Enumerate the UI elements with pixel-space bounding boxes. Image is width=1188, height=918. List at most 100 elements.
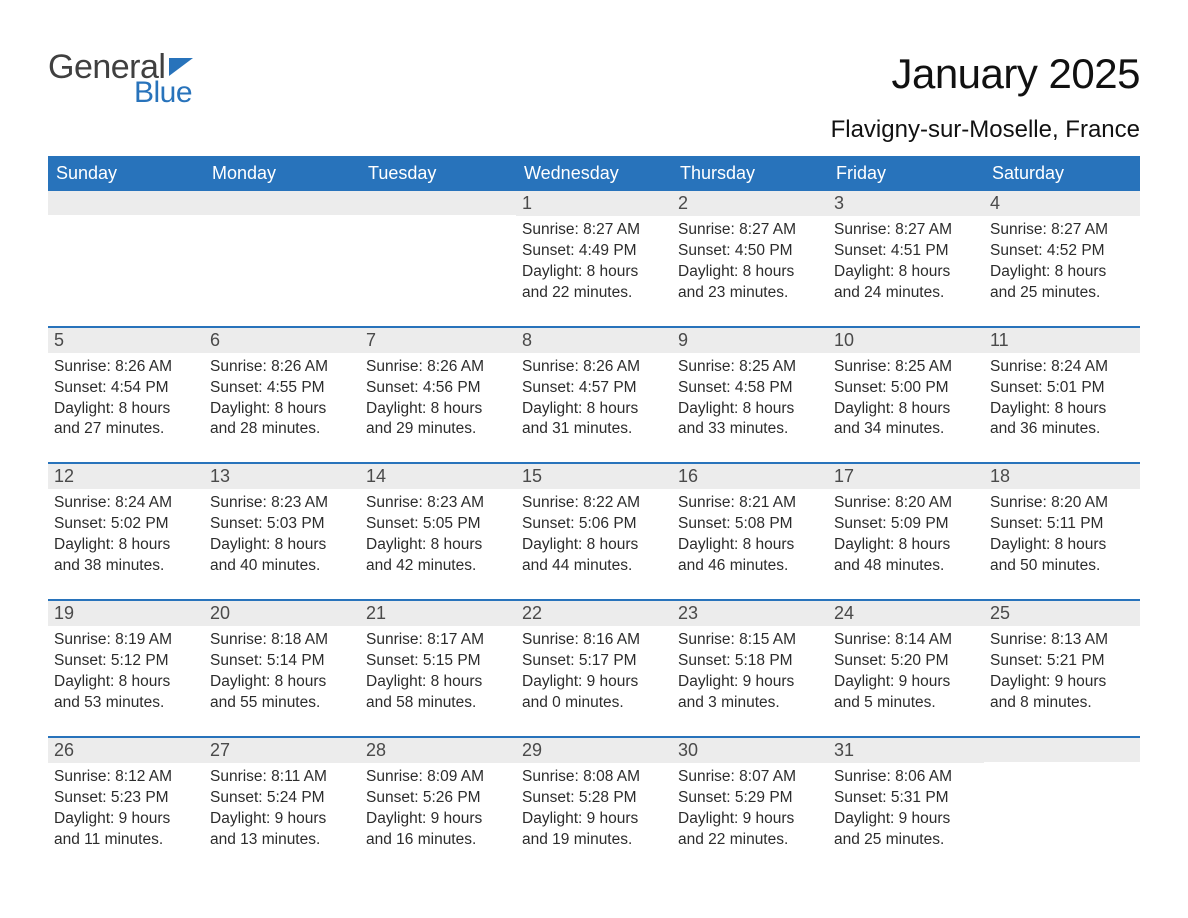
day-number: 17 <box>828 464 984 489</box>
sunset-line: Sunset: 5:03 PM <box>210 514 354 535</box>
daylight-line-1: Daylight: 8 hours <box>678 535 822 556</box>
daylight-line-1: Daylight: 8 hours <box>54 672 198 693</box>
sunset-line: Sunset: 5:20 PM <box>834 651 978 672</box>
sunset-line: Sunset: 5:28 PM <box>522 788 666 809</box>
day-number: 8 <box>516 328 672 353</box>
day-body: Sunrise: 8:22 AMSunset: 5:06 PMDaylight:… <box>516 489 672 599</box>
sunset-line: Sunset: 4:51 PM <box>834 241 978 262</box>
calendar-day-cell: 4Sunrise: 8:27 AMSunset: 4:52 PMDaylight… <box>984 191 1140 327</box>
sunrise-line: Sunrise: 8:27 AM <box>522 220 666 241</box>
day-body: Sunrise: 8:08 AMSunset: 5:28 PMDaylight:… <box>516 763 672 873</box>
daylight-line-1: Daylight: 9 hours <box>210 809 354 830</box>
daylight-line-1: Daylight: 9 hours <box>990 672 1134 693</box>
daylight-line-1: Daylight: 8 hours <box>990 399 1134 420</box>
sunset-line: Sunset: 5:11 PM <box>990 514 1134 535</box>
sunrise-line: Sunrise: 8:16 AM <box>522 630 666 651</box>
day-number: 6 <box>204 328 360 353</box>
calendar-day-cell: 25Sunrise: 8:13 AMSunset: 5:21 PMDayligh… <box>984 600 1140 737</box>
day-body: Sunrise: 8:17 AMSunset: 5:15 PMDaylight:… <box>360 626 516 736</box>
calendar-day-cell: 12Sunrise: 8:24 AMSunset: 5:02 PMDayligh… <box>48 463 204 600</box>
day-body: Sunrise: 8:19 AMSunset: 5:12 PMDaylight:… <box>48 626 204 736</box>
sunrise-line: Sunrise: 8:27 AM <box>834 220 978 241</box>
sunrise-line: Sunrise: 8:26 AM <box>522 357 666 378</box>
sunset-line: Sunset: 5:08 PM <box>678 514 822 535</box>
day-body: Sunrise: 8:14 AMSunset: 5:20 PMDaylight:… <box>828 626 984 736</box>
daylight-line-1: Daylight: 8 hours <box>366 535 510 556</box>
calendar-day-cell <box>204 191 360 327</box>
day-body: Sunrise: 8:23 AMSunset: 5:03 PMDaylight:… <box>204 489 360 599</box>
sunrise-line: Sunrise: 8:13 AM <box>990 630 1134 651</box>
sunset-line: Sunset: 5:15 PM <box>366 651 510 672</box>
calendar-day-cell <box>48 191 204 327</box>
daylight-line-1: Daylight: 8 hours <box>522 262 666 283</box>
day-number: 22 <box>516 601 672 626</box>
daylight-line-1: Daylight: 8 hours <box>54 535 198 556</box>
day-number: 5 <box>48 328 204 353</box>
day-number: 21 <box>360 601 516 626</box>
sunrise-line: Sunrise: 8:09 AM <box>366 767 510 788</box>
day-body: Sunrise: 8:06 AMSunset: 5:31 PMDaylight:… <box>828 763 984 873</box>
daylight-line-2: and 16 minutes. <box>366 830 510 851</box>
calendar-day-cell: 31Sunrise: 8:06 AMSunset: 5:31 PMDayligh… <box>828 737 984 873</box>
daylight-line-1: Daylight: 8 hours <box>522 399 666 420</box>
day-body: Sunrise: 8:26 AMSunset: 4:57 PMDaylight:… <box>516 353 672 463</box>
sunset-line: Sunset: 5:02 PM <box>54 514 198 535</box>
day-number: 11 <box>984 328 1140 353</box>
daylight-line-1: Daylight: 8 hours <box>522 535 666 556</box>
sunset-line: Sunset: 4:57 PM <box>522 378 666 399</box>
sunrise-line: Sunrise: 8:21 AM <box>678 493 822 514</box>
daylight-line-1: Daylight: 8 hours <box>990 535 1134 556</box>
calendar-day-cell: 17Sunrise: 8:20 AMSunset: 5:09 PMDayligh… <box>828 463 984 600</box>
daylight-line-2: and 25 minutes. <box>834 830 978 851</box>
daylight-line-2: and 42 minutes. <box>366 556 510 577</box>
daylight-line-2: and 28 minutes. <box>210 419 354 440</box>
calendar-week-row: 5Sunrise: 8:26 AMSunset: 4:54 PMDaylight… <box>48 327 1140 464</box>
day-body: Sunrise: 8:21 AMSunset: 5:08 PMDaylight:… <box>672 489 828 599</box>
daylight-line-1: Daylight: 8 hours <box>366 399 510 420</box>
daylight-line-2: and 8 minutes. <box>990 693 1134 714</box>
daylight-line-1: Daylight: 9 hours <box>54 809 198 830</box>
calendar-day-cell: 10Sunrise: 8:25 AMSunset: 5:00 PMDayligh… <box>828 327 984 464</box>
day-number: 24 <box>828 601 984 626</box>
sunrise-line: Sunrise: 8:07 AM <box>678 767 822 788</box>
sunset-line: Sunset: 5:31 PM <box>834 788 978 809</box>
day-number <box>984 738 1140 762</box>
day-number: 2 <box>672 191 828 216</box>
day-body: Sunrise: 8:27 AMSunset: 4:51 PMDaylight:… <box>828 216 984 326</box>
calendar-day-cell <box>984 737 1140 873</box>
day-body: Sunrise: 8:27 AMSunset: 4:49 PMDaylight:… <box>516 216 672 326</box>
day-body: Sunrise: 8:07 AMSunset: 5:29 PMDaylight:… <box>672 763 828 873</box>
day-body: Sunrise: 8:09 AMSunset: 5:26 PMDaylight:… <box>360 763 516 873</box>
calendar-day-cell: 5Sunrise: 8:26 AMSunset: 4:54 PMDaylight… <box>48 327 204 464</box>
sunrise-line: Sunrise: 8:26 AM <box>366 357 510 378</box>
daylight-line-2: and 11 minutes. <box>54 830 198 851</box>
sunrise-line: Sunrise: 8:17 AM <box>366 630 510 651</box>
sunset-line: Sunset: 4:55 PM <box>210 378 354 399</box>
day-number: 25 <box>984 601 1140 626</box>
title-block: January 2025 Flavigny-sur-Moselle, Franc… <box>831 50 1140 144</box>
daylight-line-2: and 48 minutes. <box>834 556 978 577</box>
calendar-day-cell: 9Sunrise: 8:25 AMSunset: 4:58 PMDaylight… <box>672 327 828 464</box>
daylight-line-1: Daylight: 8 hours <box>54 399 198 420</box>
day-number: 10 <box>828 328 984 353</box>
daylight-line-1: Daylight: 8 hours <box>990 262 1134 283</box>
daylight-line-1: Daylight: 8 hours <box>834 262 978 283</box>
day-number: 27 <box>204 738 360 763</box>
sunrise-line: Sunrise: 8:27 AM <box>678 220 822 241</box>
day-number <box>360 191 516 215</box>
daylight-line-2: and 33 minutes. <box>678 419 822 440</box>
calendar-week-row: 12Sunrise: 8:24 AMSunset: 5:02 PMDayligh… <box>48 463 1140 600</box>
day-number: 13 <box>204 464 360 489</box>
day-body: Sunrise: 8:20 AMSunset: 5:11 PMDaylight:… <box>984 489 1140 599</box>
day-number: 23 <box>672 601 828 626</box>
calendar-day-cell <box>360 191 516 327</box>
day-number: 29 <box>516 738 672 763</box>
sunrise-line: Sunrise: 8:25 AM <box>678 357 822 378</box>
daylight-line-2: and 23 minutes. <box>678 283 822 304</box>
daylight-line-2: and 55 minutes. <box>210 693 354 714</box>
day-number: 12 <box>48 464 204 489</box>
day-body: Sunrise: 8:15 AMSunset: 5:18 PMDaylight:… <box>672 626 828 736</box>
day-body: Sunrise: 8:11 AMSunset: 5:24 PMDaylight:… <box>204 763 360 873</box>
sunset-line: Sunset: 5:14 PM <box>210 651 354 672</box>
daylight-line-2: and 5 minutes. <box>834 693 978 714</box>
